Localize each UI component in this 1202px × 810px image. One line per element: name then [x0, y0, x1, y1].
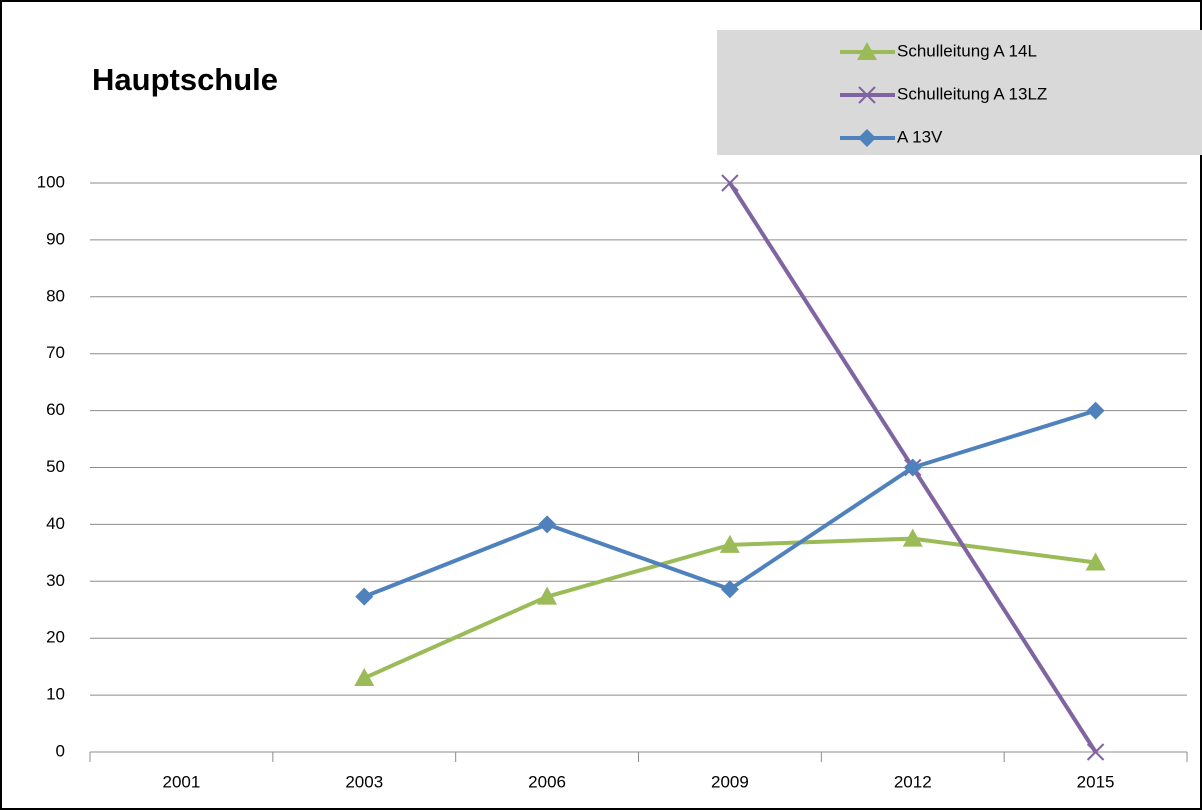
- data-point: [1085, 552, 1106, 571]
- x-tick-label: 2006: [528, 772, 566, 791]
- x-tick-label: 2003: [345, 772, 383, 791]
- x-tick-label: 2012: [894, 772, 932, 791]
- y-tick-label: 0: [56, 741, 65, 760]
- chart-title: Hauptschule: [92, 62, 278, 97]
- y-tick-label: 70: [46, 343, 65, 362]
- legend-label: Schulleitung A 14L: [897, 41, 1037, 60]
- legend-box: [717, 30, 1202, 155]
- y-tick-label: 60: [46, 400, 65, 419]
- legend-label: Schulleitung A 13LZ: [897, 84, 1047, 103]
- y-tick-label: 10: [46, 685, 65, 704]
- y-tick-label: 40: [46, 514, 65, 533]
- data-point: [903, 458, 922, 477]
- x-tick-label: 2001: [163, 772, 201, 791]
- legend-label: A 13V: [897, 127, 943, 146]
- legend-marker: [857, 42, 877, 60]
- data-point: [538, 515, 557, 534]
- data-point: [1086, 743, 1105, 761]
- data-point: [537, 586, 558, 605]
- data-point: [721, 174, 739, 192]
- y-tick-label: 100: [37, 172, 65, 191]
- y-tick-label: 30: [46, 571, 65, 590]
- data-point: [902, 528, 923, 547]
- x-tick-label: 2015: [1077, 772, 1115, 791]
- data-point: [720, 580, 739, 599]
- y-tick-label: 20: [46, 628, 65, 647]
- legend-marker: [858, 86, 876, 104]
- data-point: [354, 668, 375, 687]
- y-tick-label: 90: [46, 229, 65, 248]
- legend-marker: [858, 129, 876, 147]
- y-tick-label: 80: [46, 286, 65, 305]
- x-tick-label: 2009: [711, 772, 749, 791]
- data-point: [355, 587, 374, 606]
- y-tick-label: 50: [46, 457, 65, 476]
- data-point: [719, 534, 740, 553]
- data-point: [1086, 401, 1105, 420]
